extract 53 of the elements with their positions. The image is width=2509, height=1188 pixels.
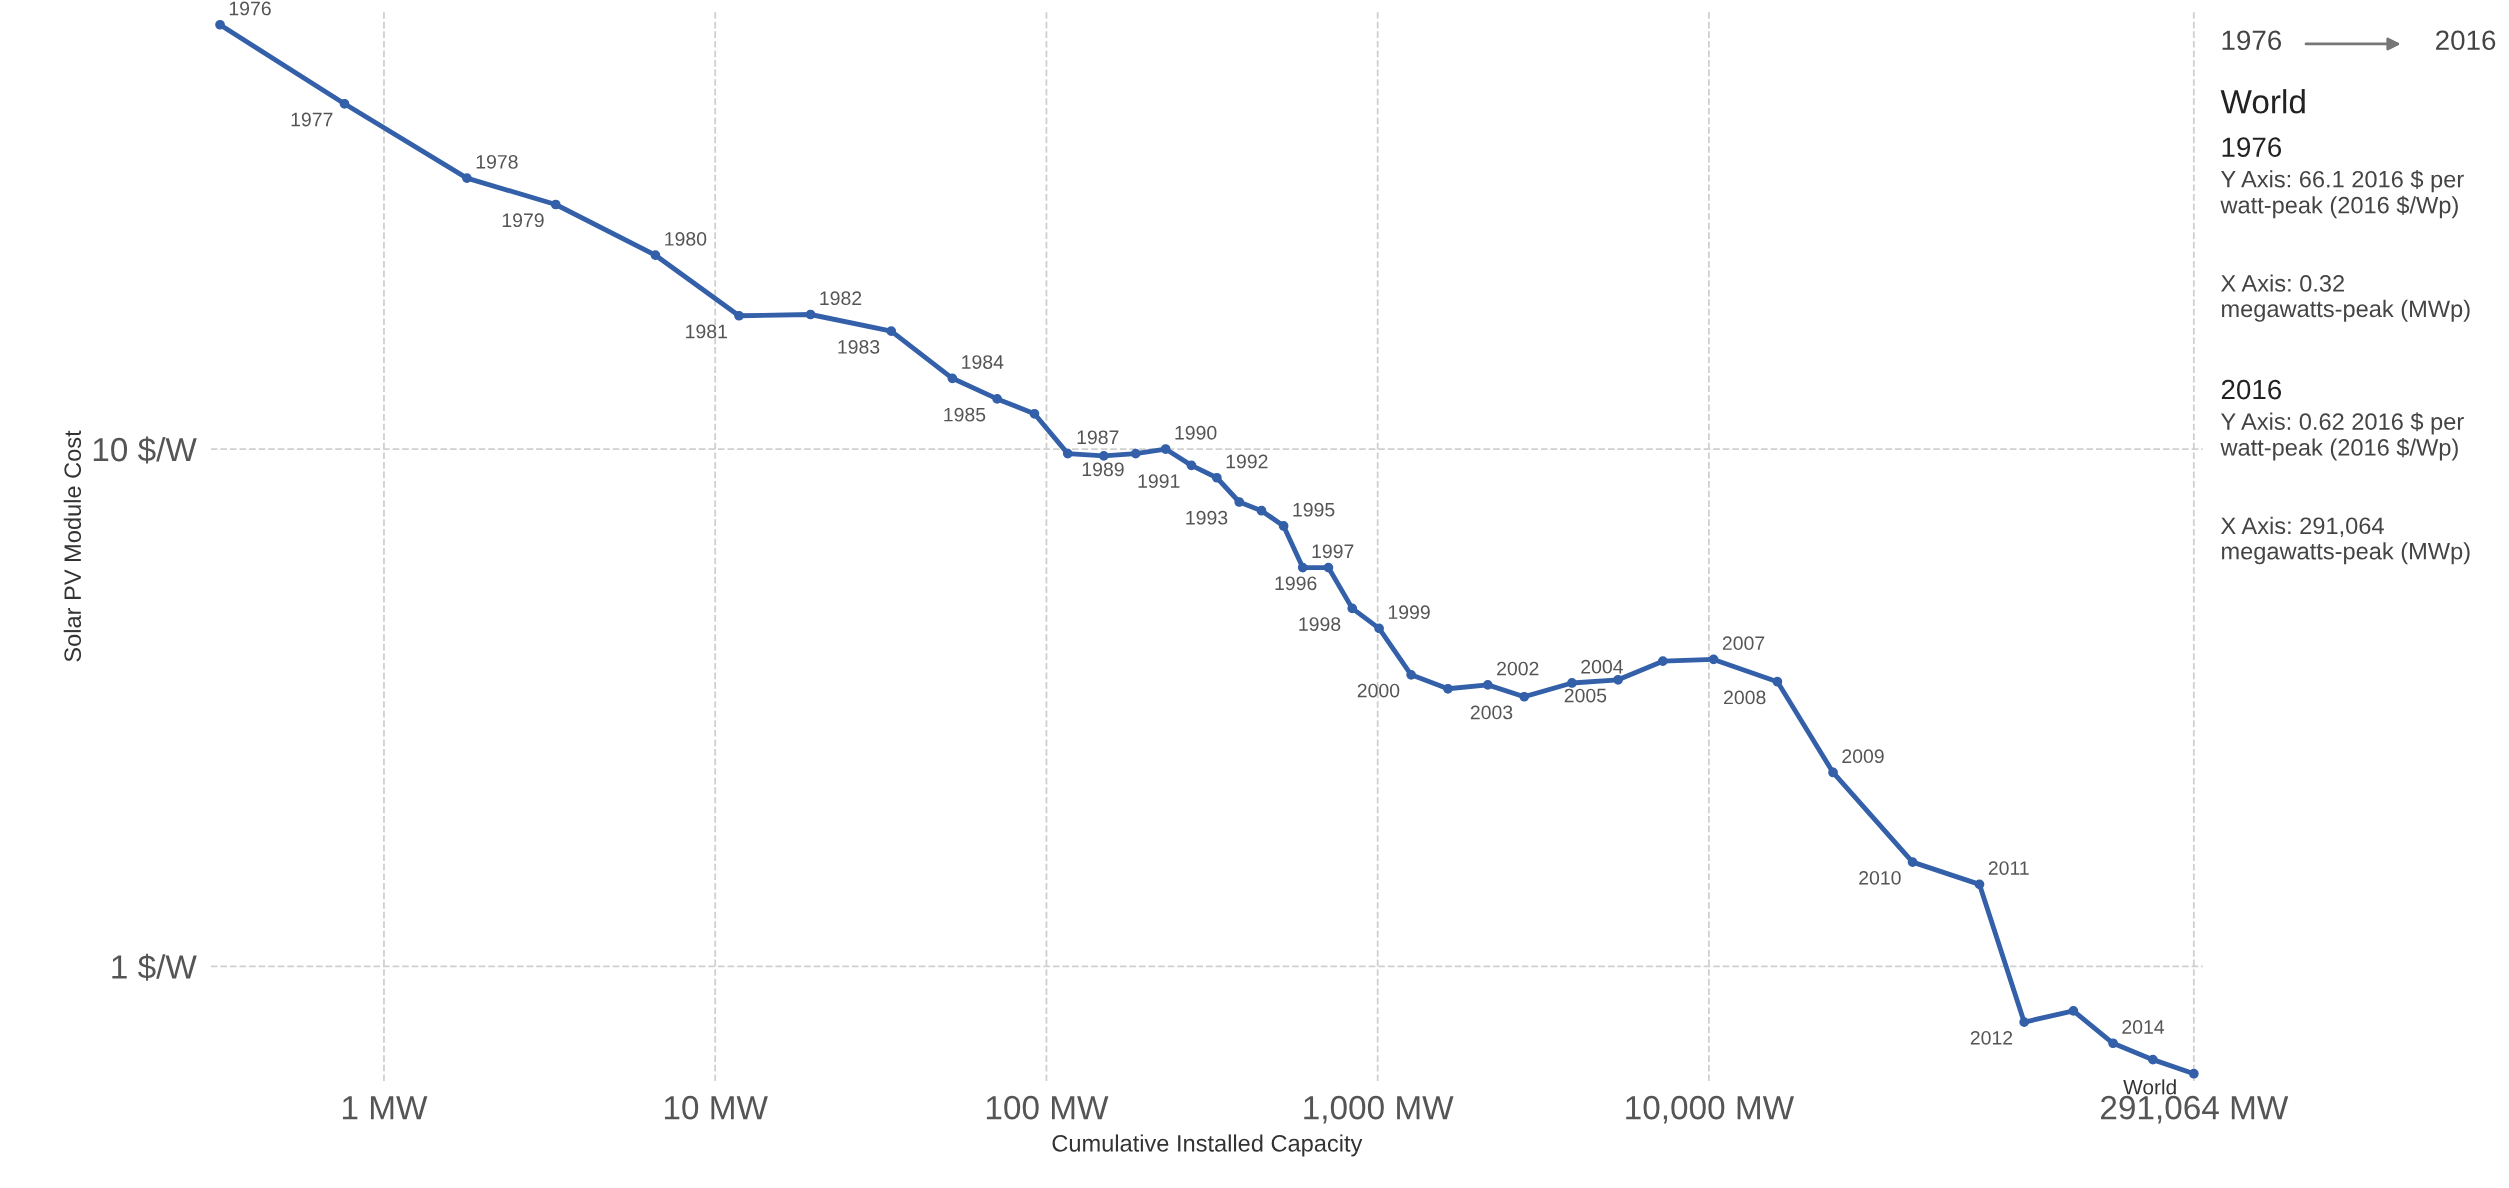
- text: World: [2220, 89, 2305, 114]
- x-axis-title: Cumulative Installed Capacity: [1052, 1134, 1363, 1157]
- x-tick-label: 1 MW: [342, 1096, 428, 1120]
- text: 1976: [2222, 30, 2282, 51]
- x-tick-label: 291,064 MW: [2101, 1095, 2289, 1124]
- annotation: 1992: [1226, 454, 1268, 469]
- annotation: 2012: [1970, 1030, 2013, 1045]
- text: X Axis: 291,064 megawatts-peak (MWp): [2221, 516, 2470, 565]
- text: 1976: [2222, 137, 2282, 158]
- annotation: 1976: [229, 1, 271, 16]
- text: Y Axis: 0.62 2016 $ per watt-peak (2016 $/Wp): [2220, 412, 2464, 461]
- annotation: 1993: [1186, 510, 1228, 525]
- annotation: 2002: [1497, 661, 1539, 676]
- annotation: 2010: [1859, 870, 1901, 885]
- x-tick-label: 10,000 MW: [1626, 1095, 1795, 1124]
- annotation: 1977: [291, 112, 333, 127]
- annotation: 1983: [838, 340, 880, 354]
- annotation: 1984: [962, 355, 1004, 369]
- annotation: 2005: [1564, 688, 1607, 703]
- y-tick-label: 1 $/W: [112, 953, 197, 981]
- annotation: 2011: [1988, 861, 2029, 875]
- x-tick-label: 10 MW: [664, 1095, 768, 1120]
- annotation: 1979: [502, 213, 544, 228]
- annotation: 1987: [1077, 430, 1119, 445]
- annotation: 2008: [1724, 690, 1766, 705]
- x-tick-label: 100 MW: [986, 1095, 1109, 1120]
- annotation: 1997: [1312, 544, 1354, 559]
- annotation: 1991: [1138, 474, 1180, 488]
- annotation: 2003: [1470, 705, 1513, 720]
- text: 2016: [2221, 379, 2282, 400]
- y-tick-label: 10 $/W: [93, 436, 197, 464]
- annotation: 1995: [1293, 502, 1335, 517]
- annotation: 1998: [1299, 617, 1341, 631]
- annotation: 1996: [1275, 576, 1317, 591]
- annotation: 1989: [1082, 462, 1124, 477]
- text: X Axis: 0.32 megawatts-peak (MWp): [2221, 274, 2470, 322]
- annotation: 2007: [1722, 636, 1765, 651]
- annotation: 1999: [1388, 605, 1430, 620]
- annotation: 1985: [944, 407, 986, 422]
- annotation: 2004: [1581, 659, 1623, 674]
- y-axis-title: Solar PV Module Cost: [63, 430, 82, 662]
- annotation: 1980: [665, 232, 707, 246]
- annotation: 1982: [820, 291, 862, 306]
- annotation: 1990: [1175, 425, 1217, 440]
- annotation: 2014: [2122, 1020, 2165, 1034]
- series-label: World: [2123, 1079, 2176, 1095]
- text: Y Axis: 66.1 2016 $ per watt-peak (2016 $/Wp): [2220, 169, 2464, 219]
- text: 2016: [2436, 30, 2496, 51]
- annotation: 2000: [1357, 683, 1400, 698]
- annotation: 1978: [476, 154, 518, 169]
- x-tick-label: 1,000 MW: [1304, 1095, 1454, 1124]
- annotation: 1981: [686, 324, 727, 339]
- annotation: 2009: [1842, 749, 1884, 764]
